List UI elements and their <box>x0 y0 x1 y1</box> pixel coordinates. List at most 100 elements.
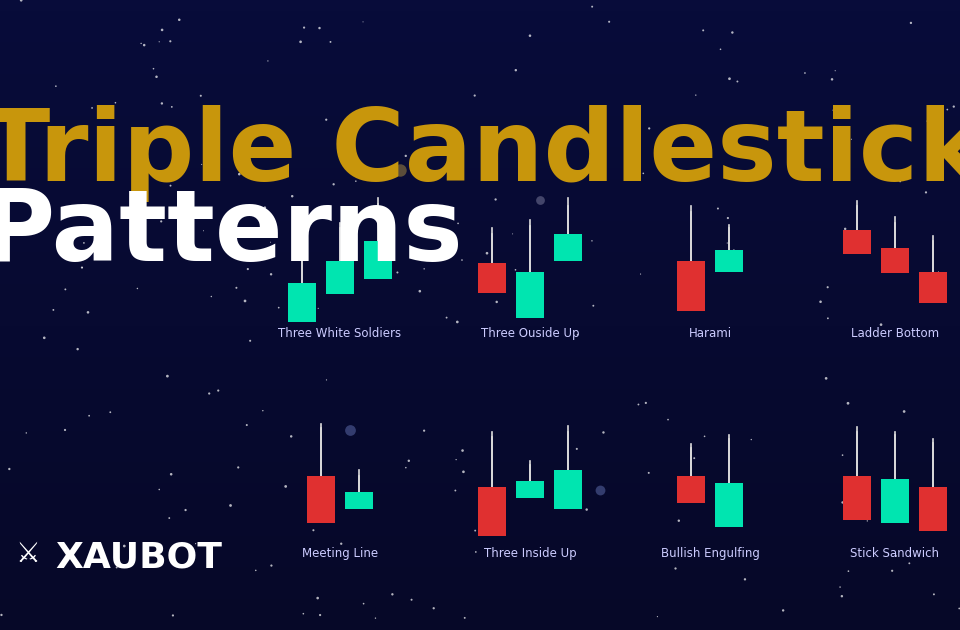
Bar <box>0 241 960 253</box>
Bar <box>0 525 960 537</box>
Bar <box>0 252 960 263</box>
Point <box>398 462 414 472</box>
Bar <box>326 261 354 294</box>
Point <box>888 551 903 561</box>
Point <box>933 106 948 116</box>
Bar <box>516 481 544 498</box>
Point <box>172 14 187 25</box>
Bar <box>0 84 960 96</box>
Point <box>46 305 61 315</box>
Point <box>688 90 704 100</box>
Point <box>797 68 812 78</box>
Point <box>116 541 132 551</box>
Point <box>202 389 217 399</box>
Point <box>2 464 17 474</box>
Point <box>1 148 16 158</box>
Point <box>697 432 712 442</box>
Point <box>48 81 63 91</box>
Text: Three Inside Up: Three Inside Up <box>484 547 576 560</box>
Point <box>193 91 208 101</box>
Point <box>744 435 759 445</box>
Point <box>638 398 654 408</box>
Point <box>231 169 247 179</box>
Point <box>467 91 482 101</box>
Bar <box>0 32 960 43</box>
Point <box>826 105 841 115</box>
Point <box>71 247 86 257</box>
Point <box>820 313 835 323</box>
Point <box>730 76 745 86</box>
Point <box>841 566 856 576</box>
Bar <box>0 63 960 74</box>
Point <box>76 238 91 248</box>
Point <box>725 28 740 38</box>
Point <box>210 386 226 396</box>
Bar <box>843 230 871 255</box>
Point <box>475 505 491 515</box>
Point <box>204 292 219 302</box>
Bar <box>0 567 960 578</box>
Bar <box>0 158 960 169</box>
Point <box>154 216 169 226</box>
Point <box>650 612 665 622</box>
Point <box>310 593 325 603</box>
Bar <box>0 556 960 568</box>
Text: Three Ouside Up: Three Ouside Up <box>481 327 579 340</box>
Point <box>887 510 902 520</box>
Point <box>103 407 118 417</box>
Point <box>0 205 12 215</box>
Bar <box>0 462 960 474</box>
Bar <box>0 74 960 85</box>
Bar <box>0 493 960 505</box>
Point <box>456 467 471 477</box>
Bar <box>0 367 960 379</box>
Point <box>741 129 756 139</box>
Bar <box>0 210 960 222</box>
Point <box>320 205 335 215</box>
Text: Harami: Harami <box>688 327 732 340</box>
Point <box>368 613 383 623</box>
Point <box>74 263 89 273</box>
Point <box>257 203 273 213</box>
Bar <box>0 42 960 54</box>
Bar <box>0 619 960 630</box>
Point <box>325 280 341 290</box>
Point <box>828 66 843 76</box>
Point <box>661 134 677 144</box>
Point <box>393 165 408 175</box>
Point <box>903 18 919 28</box>
Point <box>161 513 177 523</box>
Point <box>136 40 152 50</box>
Point <box>668 563 684 573</box>
Bar <box>715 250 743 272</box>
Point <box>243 336 258 346</box>
Point <box>0 610 10 620</box>
Point <box>18 428 34 438</box>
Point <box>897 406 912 416</box>
Point <box>81 307 96 318</box>
Point <box>13 0 29 5</box>
Point <box>671 515 686 525</box>
Text: XAUBOT: XAUBOT <box>55 540 222 574</box>
Bar <box>478 263 506 293</box>
Bar <box>307 476 335 523</box>
Point <box>505 229 520 239</box>
Point <box>155 25 170 35</box>
Bar <box>0 168 960 180</box>
Point <box>84 103 100 113</box>
Bar <box>516 272 544 318</box>
Point <box>196 226 211 236</box>
Point <box>516 135 532 145</box>
Bar <box>0 178 960 190</box>
Point <box>489 297 504 307</box>
Bar <box>881 248 909 273</box>
Text: Stick Sandwich: Stick Sandwich <box>851 547 940 560</box>
Point <box>323 37 338 47</box>
Point <box>260 56 276 66</box>
Bar <box>0 357 960 369</box>
Bar <box>0 189 960 200</box>
Point <box>926 589 942 599</box>
Point <box>832 582 848 592</box>
Bar <box>0 346 960 358</box>
Point <box>884 566 900 576</box>
